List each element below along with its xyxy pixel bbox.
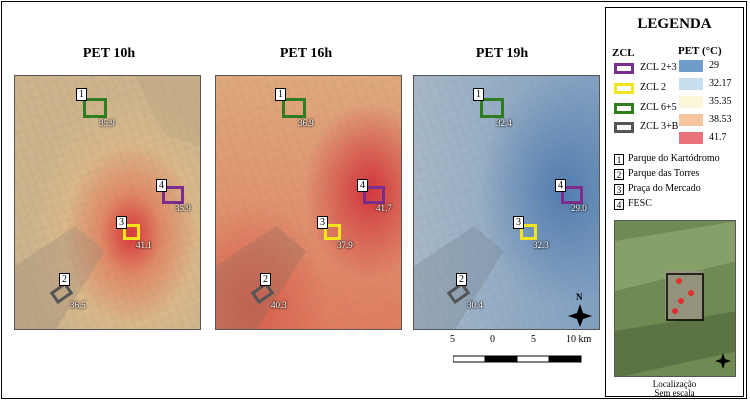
- zone-tag-3-16h: 3: [317, 216, 328, 229]
- map-panel-16h: 1 36.9 4 41.7 3 37.9 2 40.3: [215, 75, 402, 330]
- pet-swatch-35: [679, 96, 703, 108]
- scale-bar: 5 0 5 10 km: [450, 334, 591, 370]
- zone-value-3-16h: 37.9: [337, 240, 353, 250]
- pet-heading: PET (°C): [678, 45, 722, 57]
- zone-4-10h: [162, 186, 184, 204]
- location-label-4: FESC: [628, 198, 652, 209]
- map-panel-10h: 1 35.9 4 35.9 3 41.1 2 36.5: [14, 75, 201, 330]
- scale-label-10km: 10 km: [566, 334, 592, 345]
- pet-swatch-29: [679, 60, 703, 72]
- zone-tag-2-16h: 2: [260, 273, 271, 286]
- pet-label-29: 29: [709, 60, 719, 71]
- map-panel-19h: 1 32.4 4 29.0 3 32.3 2 30.4 N: [413, 75, 600, 330]
- zone-tag-2-19h: 2: [456, 273, 467, 286]
- zone-1-10h: [83, 98, 107, 118]
- zone-value-2-10h: 36.5: [70, 300, 86, 310]
- zone-value-2-16h: 40.3: [271, 300, 287, 310]
- zone-value-3-10h: 41.1: [136, 240, 152, 250]
- location-label-2: Parque das Torres: [628, 168, 700, 179]
- zcl-swatch-3-b: [614, 122, 634, 133]
- pet-swatch-38: [679, 114, 703, 126]
- zone-value-4-19h: 29.0: [571, 203, 587, 213]
- zone-tag-4-16h: 4: [357, 179, 368, 192]
- zcl-heading: ZCL: [612, 47, 635, 59]
- pet-swatch-32: [679, 78, 703, 90]
- location-label-1: Parque do Kartódromo: [628, 153, 720, 164]
- location-label-3: Praça do Mercado: [628, 183, 701, 194]
- zone-tag-3-10h: 3: [116, 216, 127, 229]
- zcl-swatch-6-5: [614, 103, 634, 114]
- location-tag-2: 2: [614, 169, 624, 180]
- zone-value-1-10h: 35.9: [99, 118, 115, 128]
- north-label: N: [576, 292, 583, 302]
- zone-tag-3-19h: 3: [513, 216, 524, 229]
- heat-surface-19h: [414, 76, 599, 329]
- legend-panel: LEGENDA ZCL PET (°C) ZCL 2+3 ZCL 2 ZCL 6…: [605, 7, 744, 398]
- zone-value-4-16h: 41.7: [376, 203, 392, 213]
- zone-tag-1-16h: 1: [275, 88, 286, 101]
- legend-title: LEGENDA: [637, 16, 712, 32]
- pet-swatch-41: [679, 132, 703, 144]
- zone-1-16h: [282, 98, 306, 118]
- zone-1-19h: [480, 98, 504, 118]
- map-title-16h: PET 16h: [279, 46, 333, 61]
- map-title-19h: PET 19h: [475, 46, 529, 61]
- zcl-label-3-b: ZCL 3+B: [640, 121, 679, 132]
- location-inset-map: [614, 220, 736, 377]
- pet-label-35: 35.35: [709, 96, 732, 107]
- zcl-label-2: ZCL 2: [640, 82, 667, 93]
- zone-tag-1-19h: 1: [473, 88, 484, 101]
- inset-satellite: [615, 221, 735, 376]
- zone-value-4-10h: 35.9: [175, 203, 191, 213]
- north-arrow-icon: [568, 304, 592, 327]
- inset-caption-location: Localização: [652, 379, 697, 389]
- zcl-label-6-5: ZCL 6+5: [640, 102, 677, 113]
- pet-label-41: 41.7: [709, 132, 727, 143]
- scale-label-5: 5: [531, 334, 536, 345]
- zcl-swatch-2-3: [614, 63, 634, 74]
- pet-label-32: 32.17: [709, 78, 732, 89]
- zone-3-19h: [520, 224, 537, 240]
- location-tag-3: 3: [614, 184, 624, 195]
- zone-4-16h: [363, 186, 385, 204]
- zone-value-1-19h: 32.4: [496, 118, 512, 128]
- zcl-swatch-2: [614, 83, 634, 94]
- location-tag-4: 4: [614, 199, 624, 210]
- zone-value-1-16h: 36.9: [298, 118, 314, 128]
- zone-tag-1-10h: 1: [76, 88, 87, 101]
- location-tag-1: 1: [614, 154, 624, 165]
- pet-label-38: 38.53: [709, 114, 732, 125]
- zone-3-10h: [123, 224, 140, 240]
- zone-tag-2-10h: 2: [59, 273, 70, 286]
- map-title-10h: PET 10h: [82, 46, 136, 61]
- zone-value-2-19h: 30.4: [467, 300, 483, 310]
- zcl-label-2-3: ZCL 2+3: [640, 62, 677, 73]
- zone-tag-4-19h: 4: [555, 179, 566, 192]
- zone-3-16h: [324, 224, 341, 240]
- zone-4-19h: [561, 186, 583, 204]
- scale-bar-graphic: [452, 355, 582, 363]
- scale-label-5-left: 5: [450, 334, 455, 345]
- zone-tag-4-10h: 4: [156, 179, 167, 192]
- zone-value-3-19h: 32.3: [533, 240, 549, 250]
- inset-caption-scale: Sem escala: [654, 388, 695, 398]
- scale-label-0: 0: [490, 334, 495, 345]
